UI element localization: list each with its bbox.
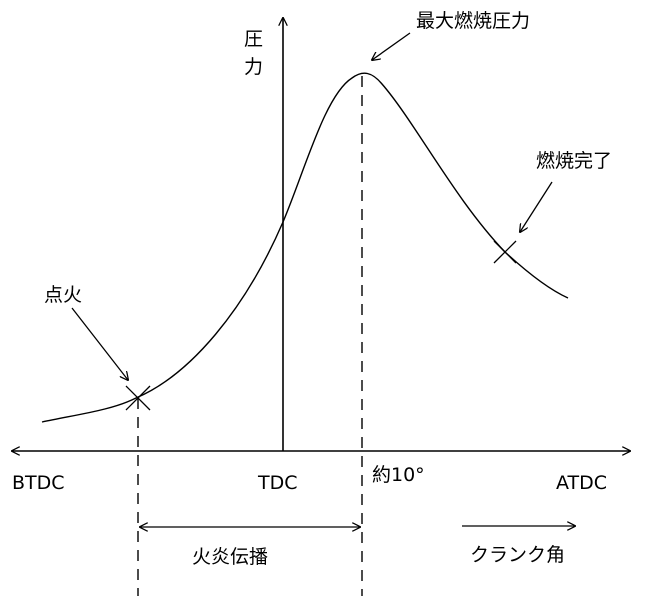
pressure-axis-label-top: 圧 xyxy=(244,28,264,50)
crank-angle-label: クランク角 xyxy=(470,544,566,566)
ignition-marker xyxy=(125,385,151,411)
combustion-end-callout-arrow xyxy=(520,181,553,232)
tdc-label: TDC xyxy=(258,472,298,494)
ignition-label: 点火 xyxy=(44,284,83,306)
combustion-end-label: 燃焼完了 xyxy=(536,150,613,172)
flame-propagation-label: 火炎伝播 xyxy=(192,546,269,568)
pressure-curve xyxy=(41,72,569,423)
ignition-callout-arrow xyxy=(71,307,128,380)
pressure-axis-label-bottom: 力 xyxy=(244,56,264,78)
max-pressure-callout-arrow xyxy=(372,32,411,60)
btdc-label: BTDC xyxy=(12,472,65,494)
about-10-degrees-label: 約10° xyxy=(372,464,425,486)
atdc-label: ATDC xyxy=(556,472,608,494)
combustion-end-marker xyxy=(493,240,517,264)
max-pressure-label: 最大燃焼圧力 xyxy=(416,10,531,32)
